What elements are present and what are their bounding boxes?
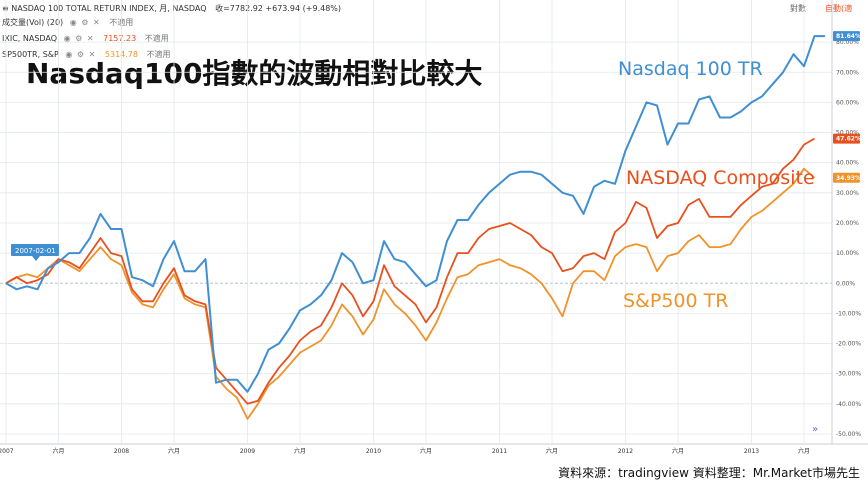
auto-button[interactable]: 自動(適 <box>825 4 853 13</box>
x-axis: 2007 六月 2008 六月 2009 六月 2010 六月 2011 六月 2012 六月 2013… <box>0 447 810 455</box>
headline: Nasdaq100指數的波動相對比較大 <box>26 57 483 90</box>
x-tick-label: 六月 <box>798 447 810 455</box>
ixic-value: 7157.23 <box>103 34 137 43</box>
y-tick-label: -20.00% <box>836 341 861 348</box>
spx-tools-icon[interactable]: ◉ ⚙ ✕ <box>65 50 97 59</box>
y-tick-label: -10.00% <box>836 310 861 317</box>
last-value-badge-comp <box>833 133 860 144</box>
date-marker-label: 2007-02-01 <box>15 247 56 255</box>
x-tick-label: 六月 <box>168 447 180 455</box>
series-label-comp: NASDAQ Composite <box>626 167 815 189</box>
x-tick-label: 六月 <box>672 447 684 455</box>
x-tick-label: 2013 <box>744 448 759 455</box>
last-value-label-comp: 47.62% <box>836 136 861 143</box>
volume-label[interactable]: 成交量(Vol) (20) <box>2 18 64 27</box>
series-labels: Nasdaq 100 TR NASDAQ Composite S&P500 TR <box>618 58 815 312</box>
scroll-right-icon[interactable]: » <box>812 424 818 435</box>
x-tick-label: 六月 <box>420 447 432 455</box>
series-line-comp[interactable] <box>5 137 815 405</box>
x-tick-label: 2012 <box>618 448 633 455</box>
menu-icon[interactable]: ≡ <box>2 4 9 13</box>
date-marker-box <box>11 244 59 256</box>
x-tick-label: 2011 <box>492 448 507 455</box>
x-tick-label: 2007 <box>0 448 14 455</box>
last-value-label-ndx: 81.64% <box>836 33 861 40</box>
series-label-ndx: Nasdaq 100 TR <box>618 58 763 80</box>
x-tick-label: 六月 <box>546 447 558 455</box>
last-value-badge-ndx <box>833 31 860 42</box>
y-tick-label: 30.00% <box>836 190 859 197</box>
ixic-row: IXIC, NASDAQ ◉ ⚙ ✕ 7157.23 不適用 <box>2 33 169 44</box>
y-tick-label: -30.00% <box>836 371 861 378</box>
ixic-na: 不適用 <box>144 34 169 43</box>
log-button[interactable]: 對數 <box>790 4 806 13</box>
y-tick-label: 10.00% <box>836 250 859 257</box>
last-value-label-spx: 34.93% <box>836 175 861 182</box>
y-tick-label: 50.00% <box>836 130 859 137</box>
series-label-spx: S&P500 TR <box>623 290 728 312</box>
last-value-badges: 34.93% 47.62% 81.64% <box>833 31 861 183</box>
y-tick-label: 60.00% <box>836 99 859 106</box>
y-axis: -50.00% -40.00% -30.00% -20.00% -10.00% 0.00%… <box>836 39 861 438</box>
x-tick-label: 2008 <box>114 448 129 455</box>
y-tick-label: 20.00% <box>836 220 859 227</box>
y-tick-label: 80.00% <box>836 39 859 46</box>
main-symbol-row: ≡ NASDAQ 100 TOTAL RETURN INDEX, 月, NASD… <box>2 3 341 14</box>
x-tick-label: 2010 <box>366 448 381 455</box>
main-change: 收=7782.92 +673.94 (+9.48%) <box>215 4 342 13</box>
date-marker-pointer <box>32 256 40 261</box>
y-tick-label: -40.00% <box>836 401 861 408</box>
y-tick-label: 40.00% <box>836 160 859 167</box>
y-tick-label: 70.00% <box>836 69 859 76</box>
ixic-symbol[interactable]: IXIC, NASDAQ <box>2 34 58 43</box>
visibility-icon[interactable]: ◉ ⚙ ✕ <box>69 18 101 27</box>
ixic-tools-icon[interactable]: ◉ ⚙ ✕ <box>63 34 95 43</box>
series-lines <box>5 35 825 420</box>
last-value-badge-spx <box>833 172 860 183</box>
series-line-ndx[interactable] <box>5 35 825 393</box>
source-note: 資料來源：tradingview 資料整理：Mr.Market市場先生 <box>558 466 860 480</box>
spx-na: 不適用 <box>146 50 171 59</box>
grid <box>0 0 868 445</box>
x-tick-label: 六月 <box>52 447 64 455</box>
x-tick-label: 六月 <box>294 447 306 455</box>
date-marker: 2007-02-01 <box>11 244 59 261</box>
y-tick-label: 0.00% <box>836 280 855 287</box>
x-tick-label: 2009 <box>240 448 255 455</box>
main-symbol[interactable]: NASDAQ 100 TOTAL RETURN INDEX, 月, NASDAQ <box>11 4 207 13</box>
series-line-spx[interactable] <box>5 167 816 420</box>
y-tick-label: -50.00% <box>836 431 861 438</box>
spx-symbol[interactable]: SP500TR, S&P <box>2 50 59 59</box>
